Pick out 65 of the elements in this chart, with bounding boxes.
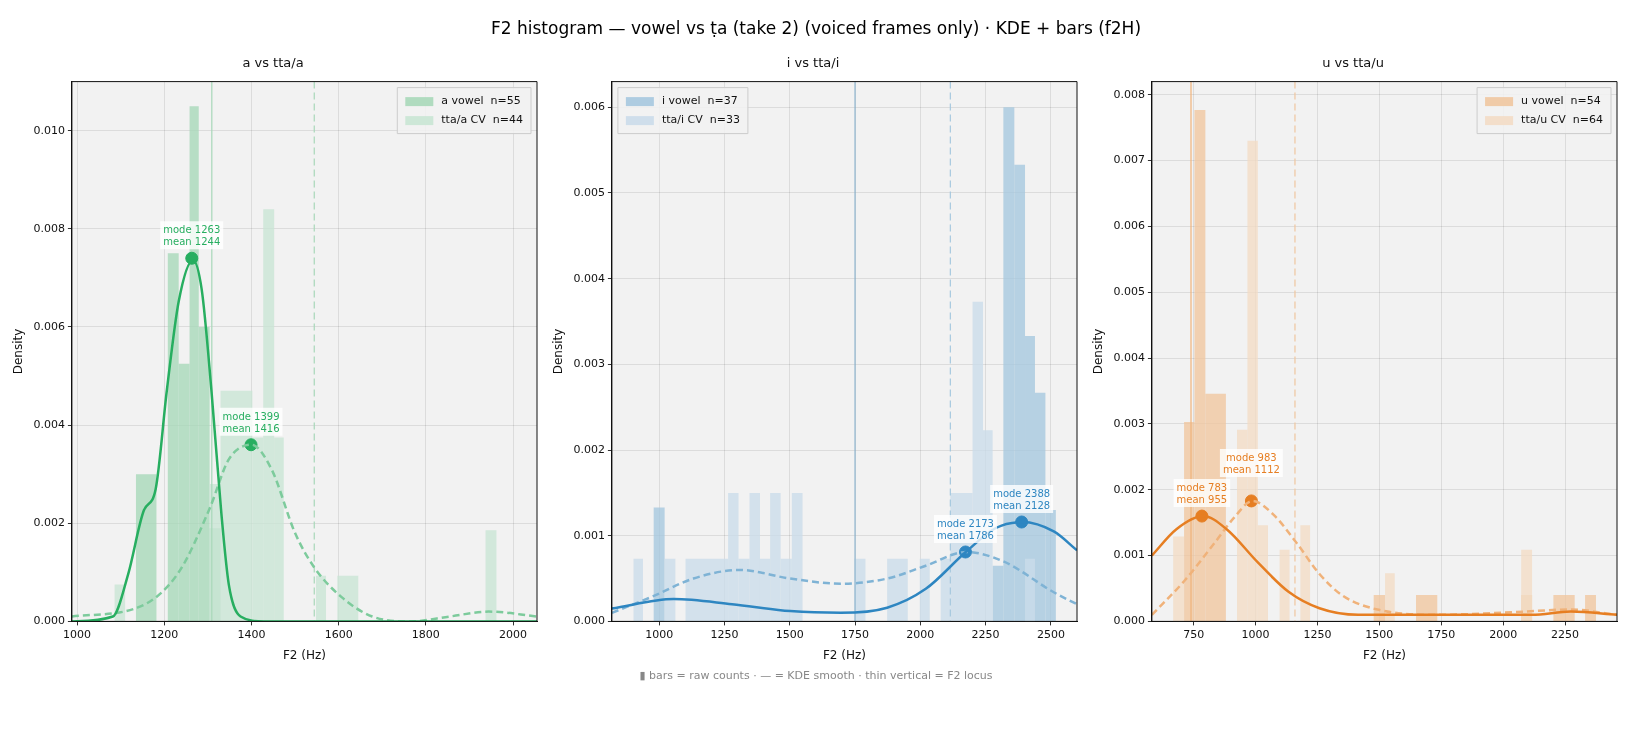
legend-label: i vowel n=37 xyxy=(661,93,738,107)
y-tick-label: 0.010 xyxy=(33,123,65,137)
x-tick-label: 1000 xyxy=(645,627,674,641)
y-tick-label: 0.005 xyxy=(573,185,605,199)
x-tick-label: 2500 xyxy=(1036,627,1065,641)
y-tick-label: 0.007 xyxy=(1113,153,1145,167)
x-tick-label: 1800 xyxy=(411,627,440,641)
legend-label: a vowel n=55 xyxy=(441,93,521,107)
y-tick-label: 0.004 xyxy=(1113,350,1145,364)
y-tick-label: 0.006 xyxy=(573,100,605,114)
annotation: mode 2173 mean 1786 xyxy=(936,518,994,541)
annotation: mode 983 mean 1112 xyxy=(1222,452,1280,476)
y-tick-label: 0.000 xyxy=(33,614,65,628)
chart-title: u vs tta/u xyxy=(1322,55,1384,71)
x-tick-label: 1250 xyxy=(1303,627,1332,641)
y-axis-title: Density xyxy=(11,328,26,375)
y-axis-title: Density xyxy=(551,328,566,375)
legend-label: u vowel n=54 xyxy=(1521,93,1601,107)
y-tick-label: 0.001 xyxy=(573,528,605,542)
x-tick-label: 1000 xyxy=(63,627,92,641)
x-axis-title: F2 (Hz) xyxy=(822,647,866,662)
annotation: mode 1263 mean 1244 xyxy=(163,224,221,248)
legend-label: tta/u CV n=64 xyxy=(1521,112,1604,126)
y-tick-label: 0.002 xyxy=(33,516,65,530)
y-tick-label: 0.001 xyxy=(1113,548,1145,562)
y-tick-label: 0.003 xyxy=(573,357,605,371)
x-axis-title: F2 (Hz) xyxy=(1362,647,1406,662)
y-tick-label: 0.006 xyxy=(33,319,65,333)
text: ▮ bars = raw counts · — = KDE smooth · thin vertical = F2 locus xyxy=(638,669,994,682)
x-tick-label: 2000 xyxy=(499,627,528,641)
y-tick-label: 0.002 xyxy=(1113,482,1145,496)
x-tick-label: 1000 xyxy=(1241,627,1270,641)
y-tick-label: 0.008 xyxy=(1113,87,1145,101)
x-tick-label: 1500 xyxy=(775,627,804,641)
x-tick-label: 2000 xyxy=(1489,627,1518,641)
annotation: mode 2388 mean 2128 xyxy=(993,488,1051,512)
x-tick-label: 1600 xyxy=(324,627,353,641)
x-tick-label: 1400 xyxy=(237,627,266,641)
chart-title: i vs tta/i xyxy=(786,55,840,71)
legend-label: tta/a CV n=44 xyxy=(441,112,524,126)
x-tick-label: 1750 xyxy=(841,627,870,641)
y-tick-label: 0.002 xyxy=(573,442,605,456)
y-tick-label: 0.004 xyxy=(33,417,65,431)
y-tick-label: 0.004 xyxy=(573,271,605,285)
x-tick-label: 2250 xyxy=(971,627,1000,641)
x-tick-label: 1250 xyxy=(710,627,739,641)
y-tick-label: 0.008 xyxy=(33,221,65,235)
chart-title: a vs tta/a xyxy=(242,55,304,71)
y-tick-label: 0.006 xyxy=(1113,219,1145,233)
x-tick-label: 1200 xyxy=(150,627,179,641)
x-tick-label: 750 xyxy=(1183,627,1205,641)
text: F2 histogram — vowel vs ṭa (take 2) (voiced frames only) · KDE + bars (f2H) xyxy=(489,17,1142,40)
annotation: mode 1399 mean 1416 xyxy=(222,410,280,434)
x-tick-label: 2250 xyxy=(1551,627,1580,641)
y-tick-label: 0.000 xyxy=(1113,614,1145,628)
legend-label: tta/i CV n=33 xyxy=(661,112,740,126)
y-tick-label: 0.000 xyxy=(573,614,605,628)
x-tick-label: 1750 xyxy=(1427,627,1456,641)
annotation: mode 783 mean 955 xyxy=(1176,482,1228,506)
y-tick-label: 0.005 xyxy=(1113,285,1145,299)
y-tick-label: 0.003 xyxy=(1113,416,1145,430)
x-axis-title: F2 (Hz) xyxy=(282,647,326,662)
x-tick-label: 1500 xyxy=(1365,627,1394,641)
y-axis-title: Density xyxy=(1091,328,1106,375)
x-tick-label: 2000 xyxy=(906,627,935,641)
